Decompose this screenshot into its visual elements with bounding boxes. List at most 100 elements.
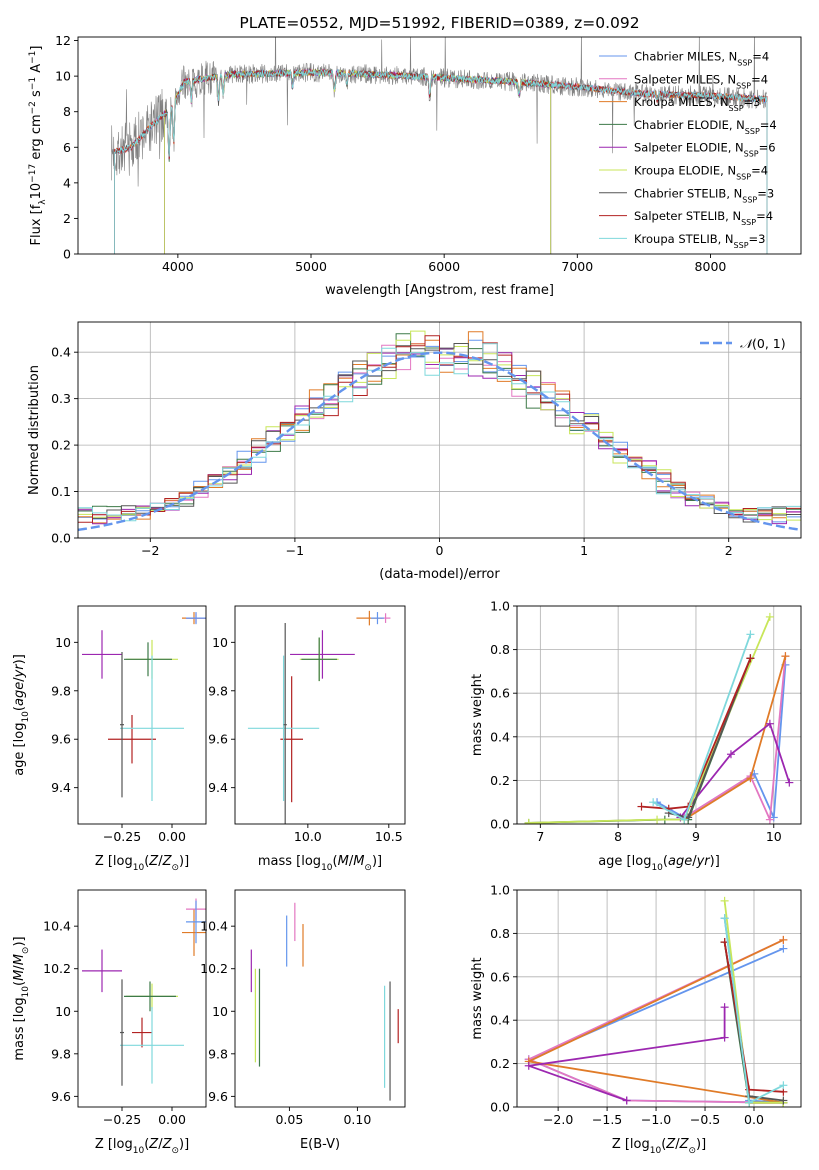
x-tick-label: 10	[766, 829, 782, 844]
y-tick-label: 0.6	[490, 969, 510, 984]
legend: Chabrier MILES, NSSP=4 Salpeter MILES, NS…	[599, 50, 777, 249]
y-tick-label: 6	[63, 140, 71, 155]
y-tick-label: 10.2	[200, 961, 228, 976]
y-tick-label: 10.2	[43, 961, 71, 976]
weight-line	[668, 657, 752, 819]
y-tick-label: 9.6	[208, 732, 228, 747]
y-tick-label: 0.2	[51, 438, 71, 453]
plot-area	[524, 612, 794, 824]
x-tick-label: 7	[536, 829, 544, 844]
weight-line	[641, 657, 752, 810]
plot-area	[78, 330, 801, 532]
y-tick-label: 0.0	[490, 817, 510, 832]
x-tick-label: −0.25	[103, 1112, 141, 1127]
legend-label: Chabrier STELIB, NSSP=3	[634, 186, 774, 204]
y-tick-label: 9.4	[208, 780, 228, 795]
y-tick-label: 0.0	[490, 1100, 510, 1115]
y-tick-label: 0	[63, 247, 71, 262]
panel-ebv-mass: 0.05 0.10 9.6 9.8 10 10.2 10.4 E(B-V)	[200, 889, 406, 1152]
y-tick-label: 0.0	[51, 531, 71, 546]
histogram-series	[78, 343, 801, 522]
model-line	[164, 68, 552, 254]
x-tick-label: −2	[141, 543, 159, 558]
y-tick-label: 10.4	[43, 919, 71, 934]
legend-label: Chabrier MILES, NSSP=4	[634, 50, 769, 68]
x-tick-label: 6000	[428, 259, 460, 274]
y-tick-label: 0.4	[51, 345, 71, 360]
y-tick-label: 0.3	[51, 391, 71, 406]
x-axis-label: Z [log10(Z/Z⊙)]	[95, 854, 189, 873]
y-tick-label: 9.6	[51, 1089, 71, 1104]
y-axis-label: mass [log10(M/M⊙)]	[12, 936, 31, 1060]
y-axis-label: mass weight	[470, 957, 485, 1039]
axes-frame	[77, 36, 802, 255]
legend-label: Chabrier ELODIE, NSSP=4	[634, 118, 777, 136]
x-axis-label: wavelength [Angstrom, rest frame]	[325, 283, 554, 298]
y-axis-label: mass weight	[470, 674, 485, 756]
chart-title: PLATE=0552, MJD=51992, FIBERID=0389, z=0…	[239, 14, 639, 32]
y-tick-label: 10	[55, 635, 71, 650]
panel-spectrum: 4000 5000 6000 7000 8000 0 2 4 6 8 10 12 PLATE=0552,…	[28, 14, 802, 298]
weight-line	[679, 722, 791, 819]
x-tick-label: 4000	[162, 259, 194, 274]
y-tick-label: 0.6	[490, 686, 510, 701]
x-tick-label: 0.00	[158, 1112, 186, 1127]
panel-mass-age: 10.0 10.5 9.4 9.6 9.8 10 mass [log10(M/M⊙)]	[208, 605, 406, 873]
weight-line	[528, 1007, 726, 1102]
legend-label: 𝒩(0, 1)	[740, 336, 786, 351]
y-tick-label: 9.6	[208, 1089, 228, 1104]
y-axis-label: Flux [fλ10−17 erg cm−2 s−1 A−1]	[28, 46, 48, 246]
panel-z-mass: −0.25 0.00 9.6 9.8 10 10.2 10.4 Z [log10(Z/Z⊙)]…	[12, 889, 207, 1156]
axes-frame	[234, 889, 406, 1108]
x-axis-label: (data-model)/error	[379, 567, 500, 582]
y-tick-label: 8	[63, 104, 71, 119]
model-line	[164, 68, 552, 254]
y-tick-label: 9.8	[51, 683, 71, 698]
panel-z-weight: −2.0 −1.5 −1.0 −0.5 0.0 0.0 0.2 0.4 0.6 0.8 1.0 Z […	[470, 883, 802, 1156]
legend-label: Salpeter STELIB, NSSP=4	[634, 209, 773, 227]
x-tick-label: 1	[580, 543, 588, 558]
x-tick-label: 8000	[695, 259, 727, 274]
panel-z-age: −0.25 0.00 9.4 9.6 9.8 10 Z [log10(Z/Z⊙)] age […	[12, 605, 207, 873]
y-axis-label: age [log10(age/yr)]	[12, 654, 31, 776]
legend-label: Salpeter ELODIE, NSSP=6	[634, 141, 776, 159]
plot-area	[524, 896, 788, 1107]
y-tick-label: 0.2	[490, 773, 510, 788]
y-tick-label: 10	[212, 635, 228, 650]
panel-residuals: −2 −1 0 1 2 0.0 0.1 0.2 0.3 0.4 (data-model)/error…	[27, 321, 802, 582]
axes-frame	[516, 605, 802, 825]
x-axis-label: mass [log10(M/M⊙)]	[258, 854, 382, 873]
y-tick-label: 4	[63, 175, 71, 190]
x-axis-label: age [log10(age/yr)]	[598, 854, 720, 873]
y-tick-label: 0.8	[490, 642, 510, 657]
y-tick-label: 0.2	[490, 1056, 510, 1071]
x-tick-label: −1.5	[592, 1112, 622, 1127]
y-tick-label: 9.4	[51, 780, 71, 795]
y-tick-label: 0.8	[490, 926, 510, 941]
y-tick-label: 9.8	[208, 1046, 228, 1061]
y-tick-label: 10	[212, 1004, 228, 1019]
x-axis-label: E(B-V)	[300, 1137, 340, 1152]
plot-area	[250, 902, 399, 1101]
x-tick-label: 9	[692, 829, 700, 844]
legend-label: Salpeter MILES, NSSP=4	[634, 72, 768, 90]
y-tick-label: 0.4	[490, 1013, 510, 1028]
weight-line	[528, 616, 771, 824]
x-tick-label: 8	[614, 829, 622, 844]
plot-area	[82, 898, 206, 1086]
weight-line	[683, 656, 787, 824]
x-tick-label: −1.0	[641, 1112, 671, 1127]
x-tick-label: 10.5	[375, 829, 403, 844]
y-tick-label: 2	[63, 211, 71, 226]
y-tick-label: 10	[55, 69, 71, 84]
x-tick-label: 0.0	[744, 1112, 764, 1127]
axes-frame	[516, 889, 802, 1108]
axes-frame	[77, 605, 207, 825]
x-tick-label: 0.10	[343, 1112, 371, 1127]
plot-area	[82, 612, 206, 801]
x-tick-label: −0.5	[690, 1112, 720, 1127]
x-tick-label: 0	[436, 543, 444, 558]
x-tick-label: 5000	[295, 259, 327, 274]
axes-frame	[234, 605, 406, 825]
